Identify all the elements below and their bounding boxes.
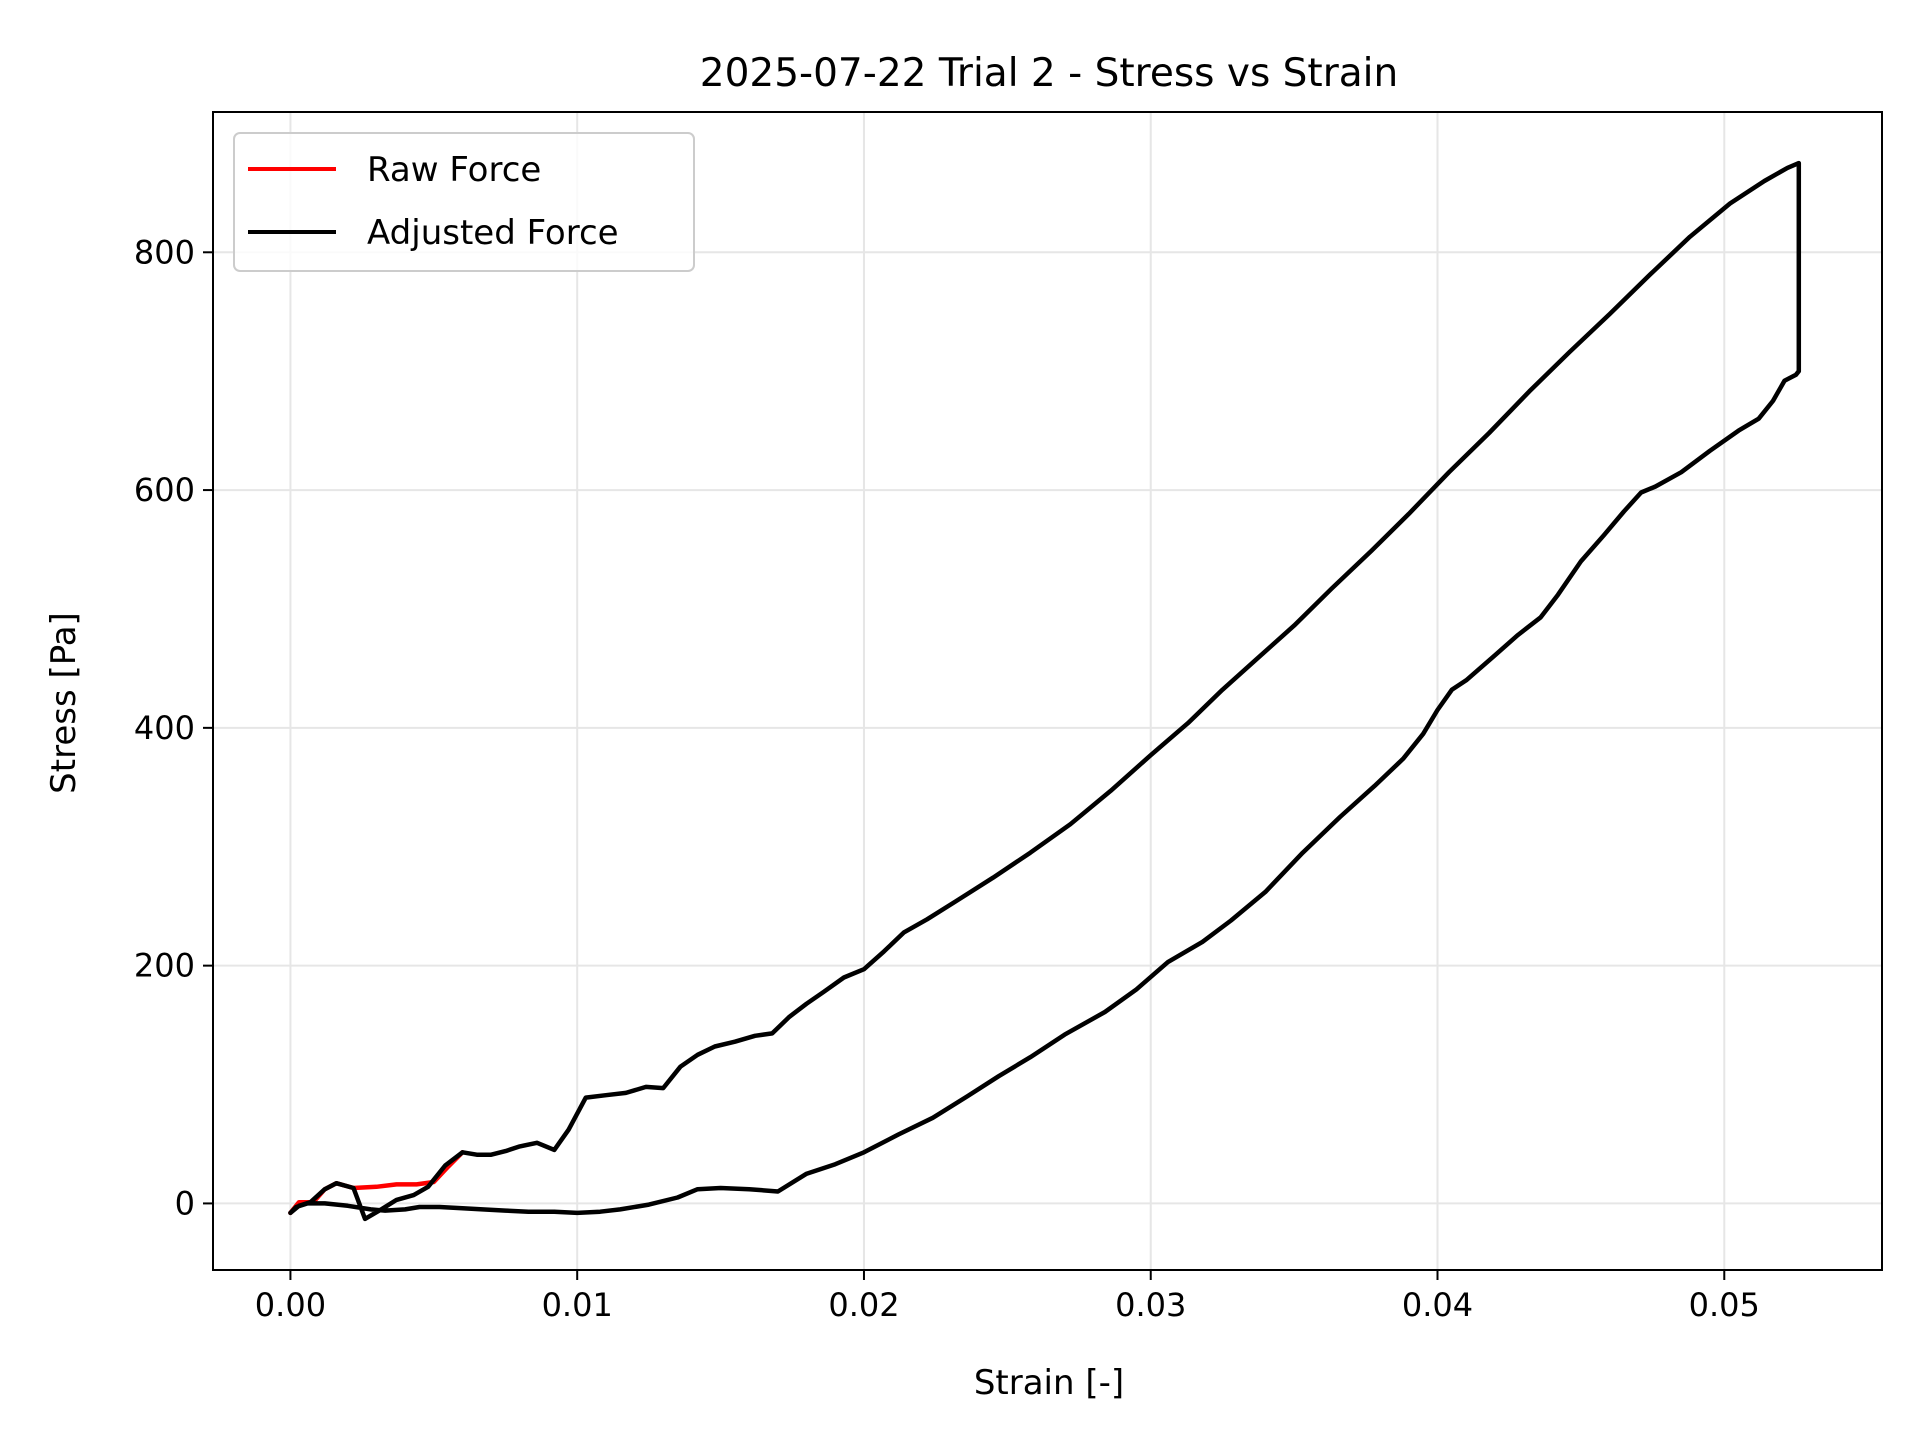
x-tick-label: 0.01 bbox=[542, 1286, 613, 1324]
series-line-adjusted-force bbox=[288, 160, 1802, 1222]
legend: Raw Force Adjusted Force bbox=[233, 132, 695, 272]
y-tick-label: 800 bbox=[134, 233, 195, 271]
gridlines bbox=[213, 112, 1882, 1270]
x-tick-label: 0.00 bbox=[255, 1286, 326, 1324]
x-tick-label: 0.04 bbox=[1402, 1286, 1473, 1324]
x-tick-label: 0.05 bbox=[1689, 1286, 1760, 1324]
legend-label-raw-force: Raw Force bbox=[367, 150, 541, 190]
legend-box bbox=[233, 132, 695, 272]
chart-title: 2025-07-22 Trial 2 - Stress vs Strain bbox=[700, 51, 1398, 96]
legend-label-adjusted-force: Adjusted Force bbox=[367, 213, 619, 253]
y-tick-label: 400 bbox=[134, 709, 195, 747]
y-tick-label: 200 bbox=[134, 947, 195, 985]
plot-area-frame bbox=[212, 111, 1883, 1271]
y-tick-label: 600 bbox=[134, 471, 195, 509]
x-tick-label: 0.02 bbox=[828, 1286, 899, 1324]
series-lines bbox=[288, 160, 1802, 1222]
y-tick-label: 0 bbox=[175, 1184, 195, 1222]
axis-ticks: 0.00 0.01 0.02 0.03 0.04 0.05 0 200 400 600 800 bbox=[134, 233, 1760, 1324]
x-tick-label: 0.03 bbox=[1115, 1286, 1186, 1324]
y-axis-label: Stress [Pa] bbox=[44, 612, 84, 794]
x-axis-label: Strain [-] bbox=[974, 1363, 1124, 1403]
